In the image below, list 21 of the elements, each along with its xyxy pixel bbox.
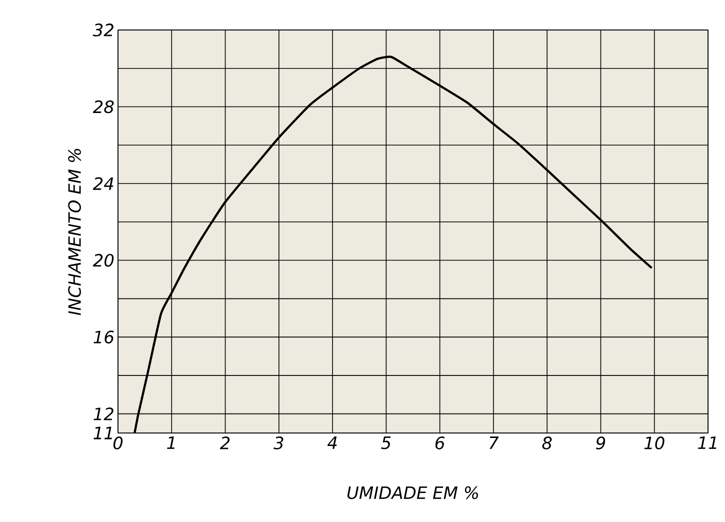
x-tick-label: 11 xyxy=(698,436,716,449)
x-tick-label: 10 xyxy=(644,436,664,450)
x-tick-label: 7 xyxy=(490,436,499,449)
y-tick-label: 20 xyxy=(92,254,114,267)
y-tick-label: 24 xyxy=(92,177,114,190)
x-tick-label: 2 xyxy=(220,436,230,450)
x-tick-label: 1 xyxy=(167,436,174,449)
x-tick-label: 4 xyxy=(327,436,337,449)
y-tick-label: 32 xyxy=(92,24,114,36)
x-axis-title: UMIDADE EM % xyxy=(347,486,478,500)
y-tick-label: 16 xyxy=(94,330,114,344)
y-tick-label: 12 xyxy=(94,407,114,420)
x-tick-label: 0 xyxy=(113,436,123,450)
x-tick-label: 5 xyxy=(381,436,391,450)
x-tick-label: 9 xyxy=(596,436,606,450)
y-tick-label: 11 xyxy=(94,426,112,440)
y-axis-title: INCHAMENTO EM % xyxy=(68,148,81,316)
y-tick-label: 28 xyxy=(92,100,114,114)
x-tick-label: 8 xyxy=(542,436,552,450)
x-tick-label: 3 xyxy=(274,436,284,450)
x-tick-label: 6 xyxy=(435,436,444,450)
